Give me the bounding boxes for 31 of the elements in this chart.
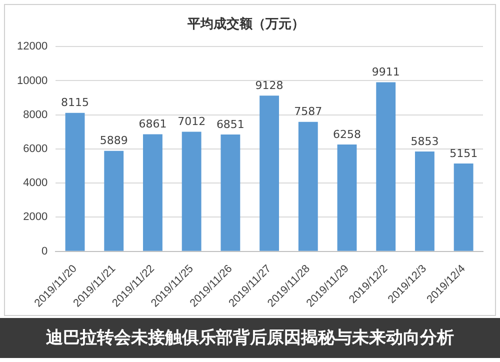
- data-label: 5151: [450, 146, 478, 160]
- bar: [454, 163, 474, 251]
- data-label: 9911: [372, 66, 400, 79]
- data-label: 9128: [255, 78, 284, 92]
- y-tick-label: 6000: [23, 142, 48, 155]
- data-label: 8115: [61, 96, 90, 110]
- bar: [104, 150, 124, 251]
- y-tick-label: 10000: [16, 74, 48, 87]
- bar: [415, 151, 434, 251]
- y-tick-label: 8000: [23, 108, 48, 121]
- bar: [298, 122, 318, 251]
- text: 迪巴拉转会未接触俱乐部背后原因揭秘与未来动向分析: [0, 318, 500, 358]
- y-tick-label: 0: [41, 245, 48, 258]
- bar: [337, 144, 357, 251]
- y-tick-label: 12000: [16, 40, 48, 53]
- chart-title: 平均成交额（万元）: [186, 16, 304, 32]
- bar: [65, 112, 85, 251]
- bar: [220, 134, 240, 251]
- data-label: 5853: [410, 134, 439, 148]
- bar: [182, 132, 202, 251]
- y-tick-label: 4000: [23, 177, 48, 190]
- data-label: 5889: [100, 134, 128, 148]
- data-label: 7012: [178, 115, 206, 128]
- data-label: 7587: [294, 105, 322, 118]
- bar: [376, 82, 396, 251]
- data-label: 6851: [216, 118, 244, 131]
- bar: [143, 134, 162, 251]
- data-label: 6258: [333, 128, 362, 141]
- y-tick-label: 2000: [23, 211, 48, 224]
- bar: [260, 96, 280, 251]
- data-label: 6861: [138, 118, 167, 131]
